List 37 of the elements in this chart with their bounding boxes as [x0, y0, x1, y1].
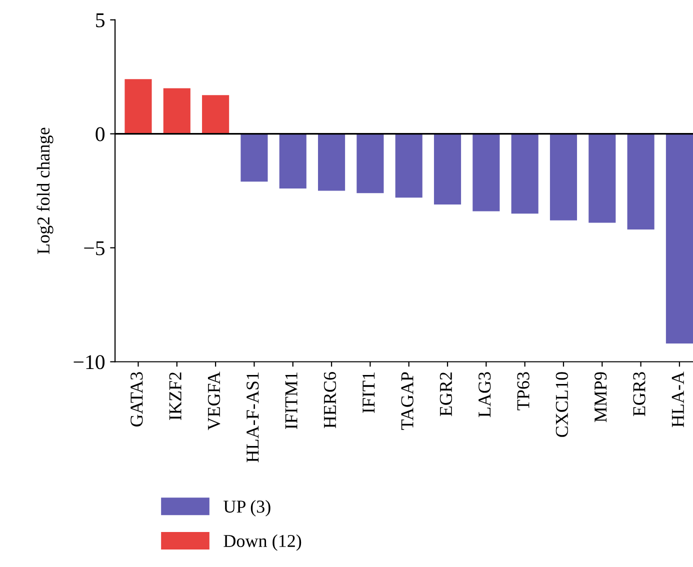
bar [395, 134, 422, 198]
x-tick-label: EGR3 [633, 372, 646, 416]
bar [588, 134, 616, 223]
bar [318, 134, 346, 191]
bar [666, 134, 693, 344]
x-tick-label: HLA-A [672, 372, 684, 428]
y-tick-label: −10 [74, 355, 105, 370]
bar [124, 79, 152, 134]
bar [356, 134, 384, 194]
x-tick-label: VEGFA [208, 372, 220, 430]
x-tick-label: HLA-F-AS1 [246, 372, 259, 462]
bar [240, 134, 268, 182]
x-tick-label: GATA3 [130, 372, 143, 426]
bar [472, 134, 500, 212]
bar [202, 95, 230, 134]
legend-label: UP (3) [224, 500, 270, 516]
bar [279, 134, 306, 189]
x-tick-label: TP63 [517, 372, 530, 410]
y-tick-label: 5 [96, 13, 104, 28]
bar [434, 134, 462, 204]
legend-label: Down (12) [224, 534, 302, 551]
bar [163, 88, 190, 134]
x-tick-label: HERC6 [324, 372, 336, 428]
x-tick-label: MMP9 [594, 372, 607, 422]
bar [627, 134, 654, 230]
y-tick-label: −5 [84, 241, 105, 256]
x-tick-label: EGR2 [440, 372, 452, 416]
x-tick-label: IFIT1 [362, 372, 375, 413]
x-tick-label: TAGAP [401, 372, 414, 430]
y-tick-label: 0 [96, 127, 105, 142]
x-tick-label: LAG3 [478, 372, 491, 418]
y-axis-title: Log2 fold change [36, 128, 54, 254]
bar [511, 134, 538, 214]
x-tick-label: IFITM1 [285, 372, 298, 429]
x-tick-label: CXCL10 [556, 372, 568, 437]
x-tick-label: IKZF2 [169, 372, 182, 420]
bar [550, 134, 578, 220]
